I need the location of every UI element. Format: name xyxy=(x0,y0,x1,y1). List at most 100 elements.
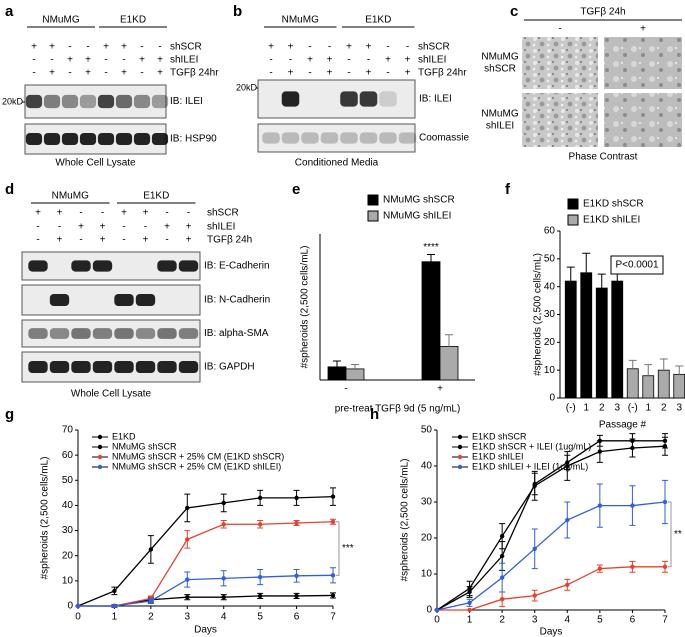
point xyxy=(467,586,472,591)
sign: - xyxy=(347,68,350,79)
bar xyxy=(595,287,608,399)
probe-label: IB: GAPDH xyxy=(204,362,255,373)
series-line xyxy=(437,566,665,611)
x-tick-label: 3 xyxy=(185,612,191,623)
x-tick-label: 3 xyxy=(614,403,620,414)
band xyxy=(133,94,151,109)
band xyxy=(157,328,177,339)
bar xyxy=(642,375,655,399)
y-tick-label: 60 xyxy=(62,450,74,461)
band xyxy=(97,133,115,145)
sign: - xyxy=(347,55,350,66)
group-header: NMuMG xyxy=(282,15,319,26)
row-label: NMuMG xyxy=(481,52,518,63)
sign: + xyxy=(268,42,274,53)
point xyxy=(532,546,537,551)
annotation-box xyxy=(610,255,664,275)
panel-label: c xyxy=(510,3,518,20)
legend-marker xyxy=(457,464,463,470)
caption: Whole Cell Lysate xyxy=(55,158,136,169)
y-tick-label: 30 xyxy=(421,497,433,508)
sign: - xyxy=(36,222,39,233)
y-axis-label: #spheroids (2,500 cells/mL) xyxy=(40,457,51,580)
caption: Conditioned Media xyxy=(295,158,379,169)
error-bar xyxy=(351,364,359,369)
legend-label: E1KD shSCR + ILEI (1ug/mL) xyxy=(472,441,591,451)
point xyxy=(499,575,505,580)
group-header: E1KD xyxy=(120,15,146,26)
probe-label: IB: HSP90 xyxy=(170,134,217,145)
size-marker: 20kD xyxy=(2,96,24,106)
sign: + xyxy=(327,55,333,66)
legend-label: E1KD xyxy=(112,431,136,441)
point xyxy=(630,564,635,569)
condition-label: shSCR xyxy=(207,208,239,219)
sign: + xyxy=(121,208,127,219)
band xyxy=(49,361,70,373)
y-tick-label: 70 xyxy=(62,425,74,436)
sign: - xyxy=(406,42,409,53)
sign: + xyxy=(307,55,313,66)
y-tick-label: 50 xyxy=(421,425,433,436)
band xyxy=(115,94,133,109)
sign: - xyxy=(104,55,107,66)
error-bar xyxy=(566,266,575,282)
blot xyxy=(257,123,416,153)
error-bar xyxy=(445,334,453,347)
y-tick-label: 40 xyxy=(421,461,433,472)
legend-marker xyxy=(97,454,103,460)
point xyxy=(597,503,603,508)
condition-label: TGFβ 24hr xyxy=(418,68,467,79)
x-tick-label: 6 xyxy=(294,612,300,623)
y-tick-label: 20 xyxy=(62,550,74,561)
x-tick-label: 2 xyxy=(148,612,154,623)
sign: - xyxy=(50,55,53,66)
y-tick-label: 40 xyxy=(544,281,556,292)
x-tick-label: 1 xyxy=(467,615,473,626)
y-tick-label: 30 xyxy=(62,525,74,536)
legend-marker xyxy=(97,444,103,450)
point xyxy=(330,519,336,524)
sign: - xyxy=(187,208,190,219)
bar xyxy=(580,272,593,399)
group-header: E1KD xyxy=(143,191,169,202)
row-label: shILEI xyxy=(486,121,514,132)
series-line xyxy=(436,501,666,611)
point xyxy=(185,537,190,542)
point xyxy=(294,573,299,579)
point xyxy=(330,494,336,499)
band xyxy=(157,260,177,272)
sign: + xyxy=(327,68,333,79)
band xyxy=(49,294,70,306)
legend-marker xyxy=(97,434,103,440)
point xyxy=(112,603,117,609)
x-tick-label: 5 xyxy=(257,612,263,623)
sign: + xyxy=(164,222,170,233)
sign: + xyxy=(85,68,91,79)
sign: + xyxy=(57,235,63,246)
panel-label: b xyxy=(233,3,242,20)
band xyxy=(262,132,280,144)
annotation: P<0.0001 xyxy=(615,260,659,271)
sign: - xyxy=(122,235,125,246)
point xyxy=(294,593,299,599)
band xyxy=(135,294,156,306)
blot xyxy=(257,79,416,119)
band xyxy=(301,132,319,144)
band xyxy=(79,94,97,109)
sign: + xyxy=(35,208,41,219)
error-bar xyxy=(333,360,341,367)
sign: - xyxy=(144,222,147,233)
legend-label: E1KD shSCR xyxy=(472,431,527,441)
x-tick-label: 7 xyxy=(330,612,336,623)
sign: - xyxy=(308,42,311,53)
panel-label: g xyxy=(5,406,14,423)
x-tick-label: 3 xyxy=(676,403,682,414)
band xyxy=(25,133,43,145)
point xyxy=(257,593,263,599)
condition-label: shILEI xyxy=(418,55,446,66)
condition-label: shSCR xyxy=(170,42,202,53)
x-tick-label: 0 xyxy=(434,615,440,626)
caption: Phase Contrast xyxy=(569,152,638,163)
band xyxy=(281,132,300,144)
